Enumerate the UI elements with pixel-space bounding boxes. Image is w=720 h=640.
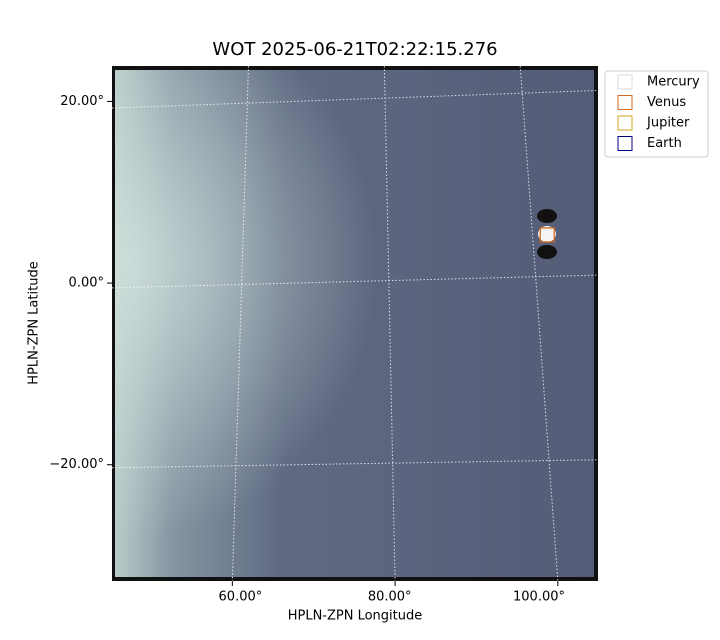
x-tick-label: 60.00° bbox=[219, 590, 263, 605]
legend-label: Jupiter bbox=[646, 116, 690, 131]
x-tick-label: 100.00° bbox=[513, 590, 565, 605]
grid-line bbox=[111, 89, 599, 109]
plot-area bbox=[111, 65, 599, 582]
legend bbox=[604, 70, 709, 158]
image-glow bbox=[115, 70, 594, 577]
legend-label: Mercury bbox=[647, 75, 700, 90]
legend-swatch bbox=[617, 136, 633, 151]
y-tick-label: 0.00° bbox=[69, 276, 104, 291]
legend-label: Venus bbox=[647, 95, 686, 110]
legend-swatch bbox=[617, 74, 633, 90]
x-axis-label: HPLN-ZPN Longitude bbox=[288, 609, 423, 624]
planet-marker bbox=[539, 227, 555, 243]
legend-swatch bbox=[617, 115, 633, 131]
legend-label: Earth bbox=[647, 136, 682, 151]
chart-title: WOT 2025-06-21T02:22:15.276 bbox=[212, 39, 497, 60]
y-tick-label: −20.00° bbox=[49, 457, 104, 472]
image-source bbox=[538, 226, 556, 242]
image-artifact bbox=[537, 209, 557, 223]
y-axis-label: HPLN-ZPN Latitude bbox=[27, 261, 42, 384]
image-artifact bbox=[537, 245, 557, 259]
legend-items: Mercury Venus Jupiter Earth bbox=[617, 74, 700, 151]
y-tick-label: 20.00° bbox=[60, 94, 104, 109]
legend-swatch bbox=[617, 95, 633, 110]
x-tick-label: 80.00° bbox=[368, 590, 412, 605]
grid-line bbox=[111, 274, 599, 289]
grid-line bbox=[111, 459, 599, 469]
